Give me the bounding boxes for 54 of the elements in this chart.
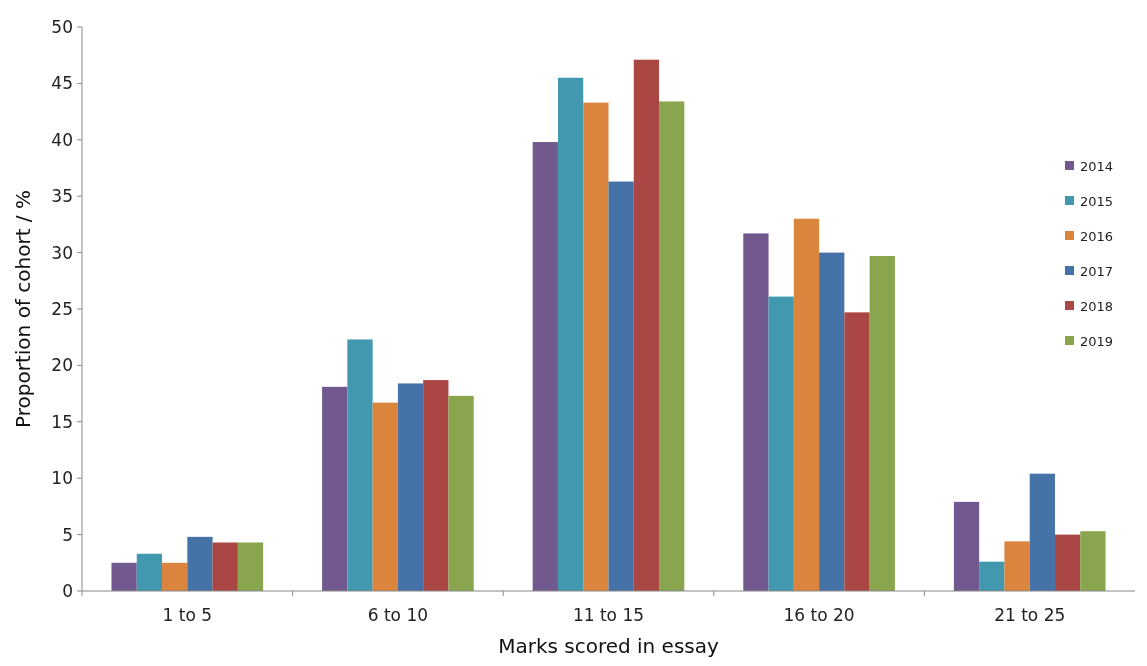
bar xyxy=(347,339,373,591)
legend-label: 2016 xyxy=(1080,228,1114,244)
y-tick-label: 20 xyxy=(51,355,73,376)
y-tick-label: 50 xyxy=(51,16,73,37)
bar xyxy=(372,402,398,591)
y-tick-label: 35 xyxy=(51,186,73,207)
bar xyxy=(212,542,238,591)
y-axis-title: Proportion of cohort / % xyxy=(11,190,35,428)
bar xyxy=(1054,534,1081,591)
bar xyxy=(136,553,163,591)
x-tick-label: 1 to 5 xyxy=(162,605,213,625)
x-tick-label: 11 to 15 xyxy=(572,605,645,625)
bar xyxy=(1004,541,1030,591)
legend-label: 2014 xyxy=(1080,158,1114,174)
bar xyxy=(1029,473,1055,591)
bar xyxy=(743,233,769,591)
bar xyxy=(532,142,558,591)
bar xyxy=(557,77,584,591)
x-tick-label: 16 to 20 xyxy=(783,605,855,625)
x-axis-title: Marks scored in essay xyxy=(498,634,720,658)
y-tick-label: 10 xyxy=(51,468,73,489)
y-tick-label: 5 xyxy=(62,524,73,545)
bar xyxy=(448,395,474,591)
x-tick-label: 6 to 10 xyxy=(367,605,429,625)
y-tick-label: 45 xyxy=(51,73,73,94)
bar xyxy=(1080,531,1106,591)
y-tick-label: 30 xyxy=(51,242,73,263)
bar xyxy=(608,181,634,591)
bar xyxy=(819,252,845,591)
bar xyxy=(768,296,794,591)
bar xyxy=(423,380,449,591)
bar xyxy=(953,501,980,591)
legend-label: 2019 xyxy=(1080,333,1114,349)
bar xyxy=(583,102,609,591)
bar xyxy=(237,542,264,591)
bar xyxy=(979,561,1005,591)
legend-label: 2018 xyxy=(1080,298,1114,314)
legend-label: 2015 xyxy=(1080,193,1114,209)
bar xyxy=(633,59,660,591)
bar xyxy=(793,218,820,591)
y-tick-label: 0 xyxy=(62,580,73,601)
bar xyxy=(397,383,424,591)
bar xyxy=(322,386,348,591)
bar xyxy=(659,101,685,591)
y-tick-label: 40 xyxy=(51,129,73,150)
bar xyxy=(187,536,213,591)
x-tick-label: 21 to 25 xyxy=(994,605,1066,625)
bar xyxy=(844,312,870,591)
bar xyxy=(111,562,137,591)
bar xyxy=(869,255,895,591)
y-tick-label: 25 xyxy=(51,298,73,319)
legend-label: 2017 xyxy=(1080,263,1114,279)
y-tick-label: 15 xyxy=(51,411,73,432)
bar xyxy=(162,562,188,591)
